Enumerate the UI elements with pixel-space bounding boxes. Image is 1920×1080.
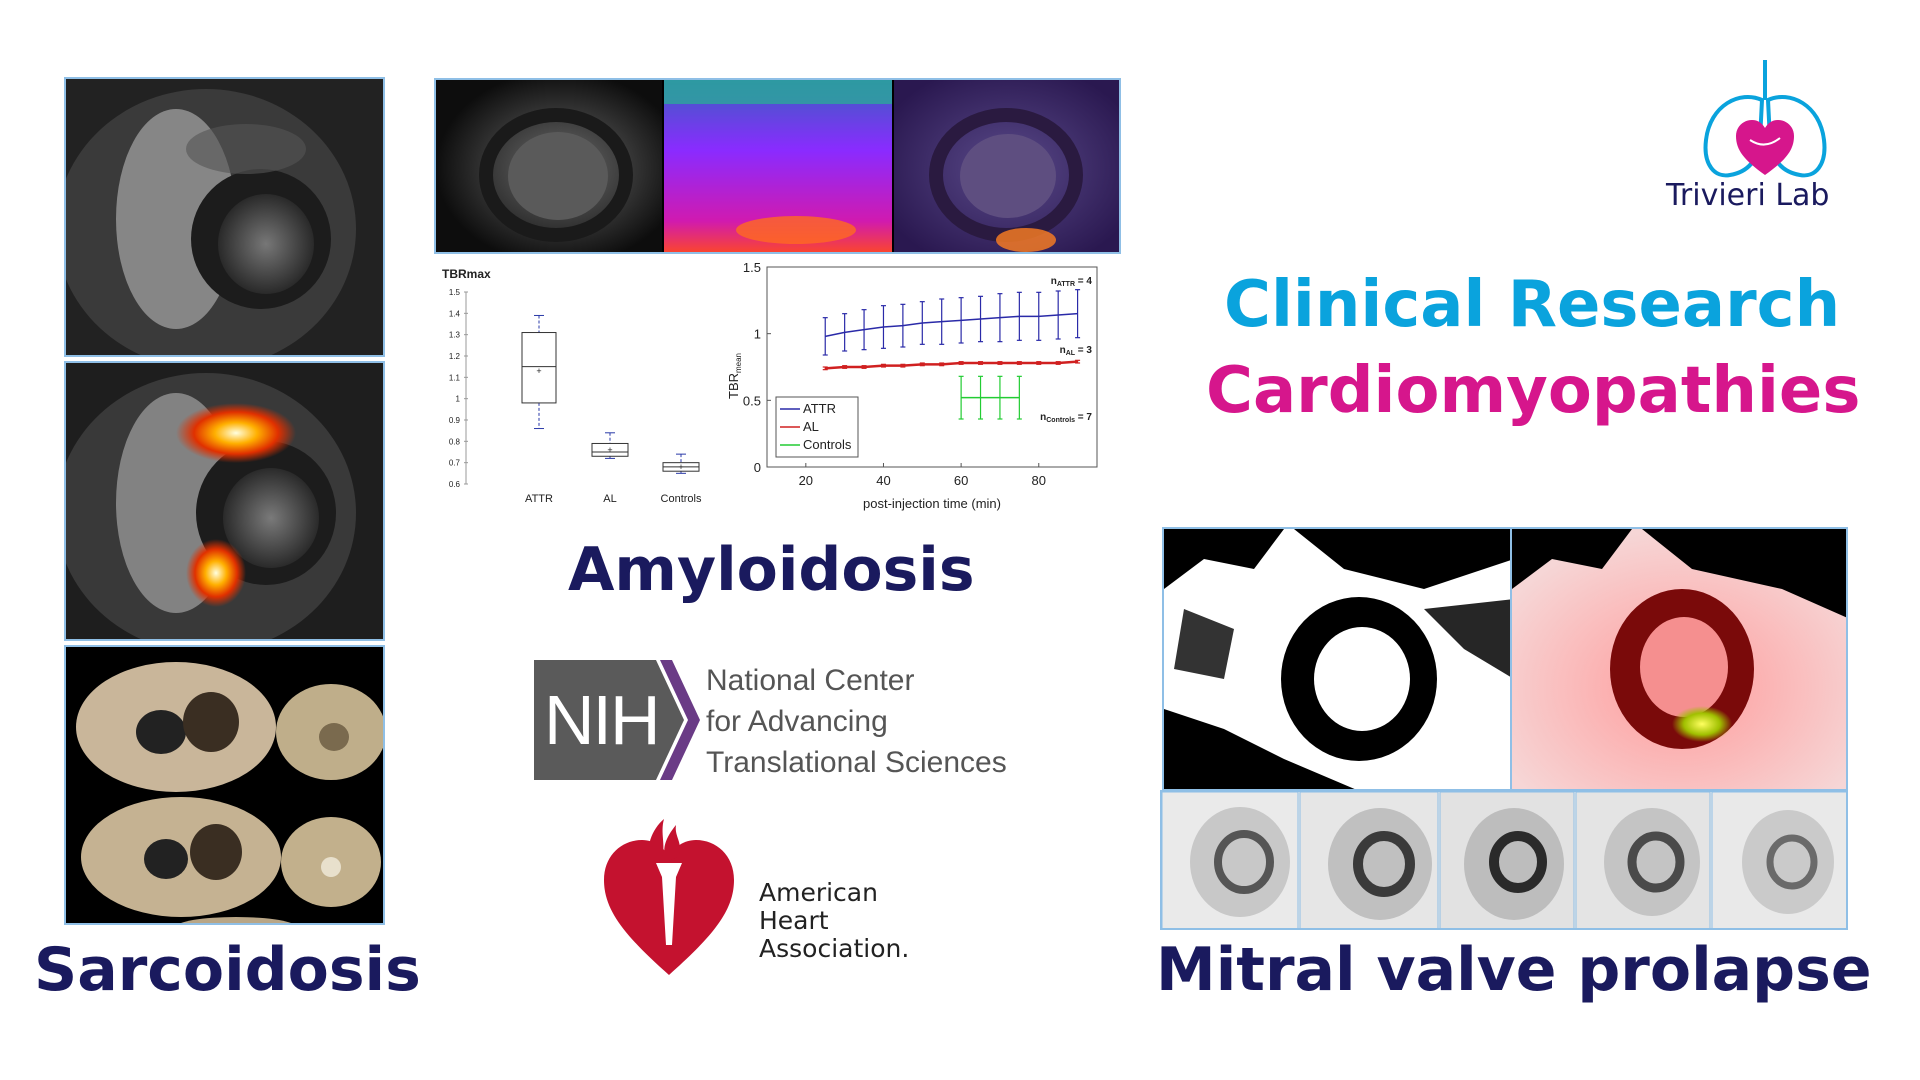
box-ytick-label: 0.6 (449, 480, 461, 489)
mitral-pet-strip (1160, 790, 1848, 930)
box-xlabel: ATTR (525, 493, 553, 502)
pet-frame-3 (1439, 792, 1575, 928)
box-ytick-label: 0.9 (449, 416, 461, 425)
box-xlabel: Controls (661, 493, 702, 502)
legend-al: AL (803, 419, 819, 434)
nih-line3: Translational Sciences (706, 746, 1007, 779)
sarcoid-pet-fusion-image (64, 361, 385, 641)
box-attr (521, 332, 557, 404)
line-ytick-label: 0.5 (743, 393, 761, 408)
box-ytick-label: 1.5 (449, 288, 461, 297)
box-ytick-label: 0.8 (449, 437, 461, 446)
pet-frame-5 (1711, 792, 1846, 928)
lungs-heart-icon (1703, 60, 1827, 178)
line-ytick-label: 1.5 (743, 260, 761, 275)
heading-cardiomyopathies: Cardiomyopathies (1206, 354, 1861, 428)
heading-clinical-research: Clinical Research (1224, 268, 1841, 342)
line-xtick-label: 80 (1032, 473, 1046, 488)
aha-line2: Heart (759, 906, 829, 935)
series-al (822, 359, 1081, 371)
nih-badge-icon (534, 660, 700, 780)
line-ytick-label: 1 (754, 327, 761, 342)
n-al-annotation: nAL = 3 (1060, 345, 1093, 357)
box-ytick-label: 1.2 (449, 352, 461, 361)
series-attr (822, 289, 1081, 356)
mitral-valve-prolapse-label: Mitral valve prolapse (1156, 935, 1872, 1005)
line-chart-ylabel: TBRmean (726, 353, 743, 399)
amyloidosis-label: Amyloidosis (568, 535, 975, 605)
series-controls (958, 375, 1022, 420)
aha-line1: American (759, 878, 878, 907)
box-ytick-label: 0.7 (449, 459, 461, 468)
aha-line3: Association. (759, 934, 910, 963)
box-al (591, 442, 629, 457)
box-xlabel: AL (603, 493, 616, 502)
series-line-attr (825, 312, 1078, 338)
pet-frame-2 (1299, 792, 1439, 928)
n-attr-annotation: nATTR = 4 (1051, 276, 1093, 288)
sarcoidosis-label: Sarcoidosis (34, 935, 421, 1005)
box-mean-marker: + (678, 462, 683, 472)
line-chart: 0 0.5 1 1.5 20 40 60 80 TBRmean post-injection… (726, 260, 1098, 511)
box-chart: TBRmax 1.51.41.31.21.110.90.80.70.6 +++ … (442, 267, 702, 502)
line-ytick-label: 0 (754, 460, 761, 475)
mitral-t1-map-image (1162, 527, 1512, 791)
box-ytick-label: 1.3 (449, 331, 461, 340)
legend-controls: Controls (803, 437, 852, 452)
amyloid-image-strip (434, 78, 1121, 254)
series-line-al (825, 360, 1078, 370)
line-xtick-label: 40 (876, 473, 890, 488)
pet-frame-1 (1162, 792, 1299, 928)
heart-torch-icon (604, 819, 734, 975)
line-xtick-label: 20 (799, 473, 813, 488)
nih-line2: for Advancing (706, 705, 888, 738)
trivieri-lab-logo: Trivieri Lab (1660, 60, 1900, 230)
line-xtick-label: 60 (954, 473, 968, 488)
nih-logo: NIH National Center for Advancing Transl… (534, 660, 1007, 780)
n-controls-annotation: nControls = 7 (1040, 412, 1092, 424)
nih-badge-text: NIH (544, 681, 661, 759)
aha-logo: American Heart Association. (604, 815, 934, 985)
line-chart-frame (766, 266, 1098, 468)
sarcoid-mri-image (64, 77, 385, 357)
box-ytick-label: 1 (456, 395, 461, 404)
line-chart-xlabel: post-injection time (min) (863, 496, 1001, 511)
pet-frame-4 (1575, 792, 1711, 928)
nih-line1: National Center (706, 664, 915, 697)
mitral-fusion-image (1510, 527, 1848, 791)
box-ytick-label: 1.4 (449, 309, 461, 318)
box-mean-marker: + (607, 445, 612, 455)
lab-name: Trivieri Lab (1666, 178, 1830, 213)
box-ytick-label: 1.1 (449, 373, 461, 382)
line-chart-legend: ATTR AL Controls (775, 396, 859, 458)
sarcoid-pathology-image (64, 645, 385, 925)
box-chart-ylabel: TBRmax (442, 267, 491, 281)
legend-attr: ATTR (803, 401, 836, 416)
box-mean-marker: + (536, 366, 541, 376)
